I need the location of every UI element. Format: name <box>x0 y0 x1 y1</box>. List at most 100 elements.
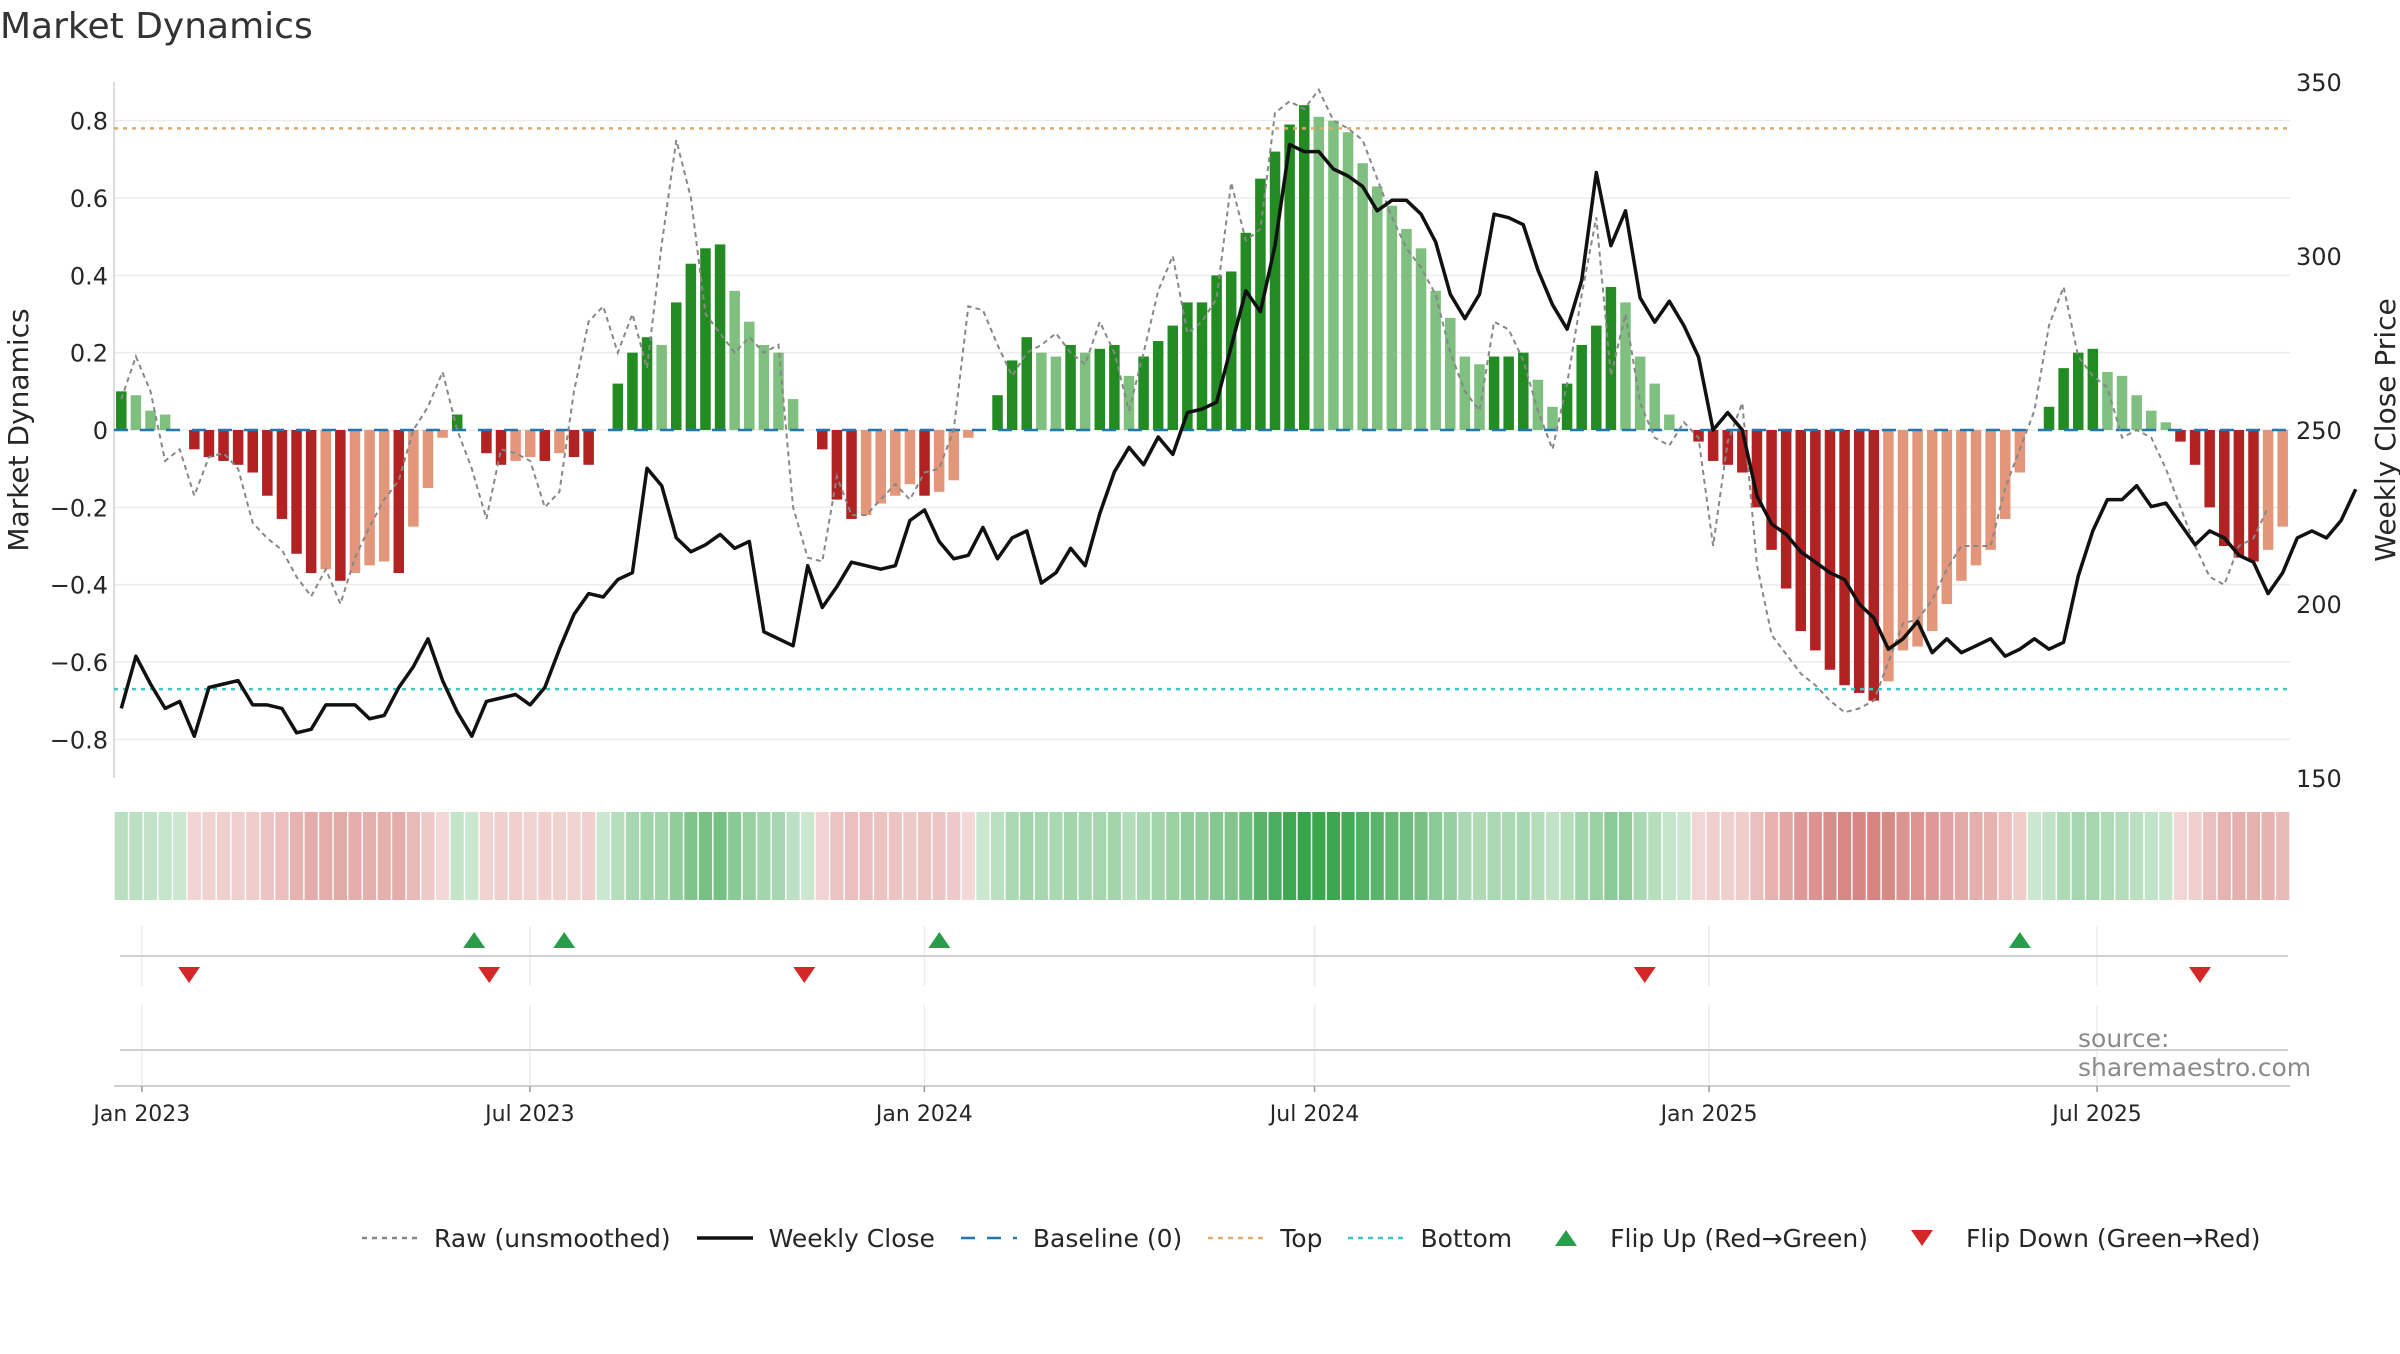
heat-strip-cell <box>932 812 946 900</box>
heat-strip-cell <box>1677 812 1691 900</box>
dynamics-bar <box>2189 430 2201 465</box>
heat-strip-cell <box>1151 812 1165 900</box>
legend-item-flip_down: Flip Down (Green→Red) <box>1892 1224 2261 1253</box>
heat-strip-cell <box>1808 812 1822 900</box>
dynamics-bar <box>1182 302 1193 430</box>
triangle-down-icon <box>1911 1230 1934 1246</box>
heat-strip-cell <box>1575 812 1589 900</box>
heat-strip-cell <box>1516 812 1530 900</box>
dynamics-bar <box>1999 430 2011 519</box>
y2-tick-label: 150 <box>2296 765 2342 793</box>
flip-down-marker <box>1633 967 1656 983</box>
dynamics-bar <box>451 414 463 430</box>
dynamics-bar <box>2058 368 2069 430</box>
flip-down-marker <box>478 967 501 983</box>
legend-item-bottom: Bottom <box>1346 1224 1512 1253</box>
heat-strip-cell <box>1604 812 1618 900</box>
dynamics-bar <box>159 414 171 430</box>
heat-strip-cell <box>1239 812 1253 900</box>
dynamics-bar <box>1357 163 1368 430</box>
heat-strip-cell <box>1487 812 1501 900</box>
heat-strip-cell <box>1180 812 1194 900</box>
heat-strip-cell <box>1925 812 1939 900</box>
dynamics-bar <box>1664 414 1675 430</box>
heat-strip-cell <box>333 812 347 900</box>
dynamics-bar <box>612 383 624 430</box>
dynamics-bar <box>1941 430 1953 604</box>
dynamics-bar <box>1328 120 1339 431</box>
dynamics-bar <box>1912 430 1923 647</box>
heat-strip-cell <box>1618 812 1633 900</box>
x-tick-label: Jan 2024 <box>874 1102 973 1127</box>
x-tick-label: Jan 2023 <box>91 1102 190 1127</box>
weekly-close-line <box>119 142 2358 738</box>
heat-strip-cell <box>2027 812 2042 900</box>
dynamics-bar <box>948 430 959 481</box>
dynamics-bar <box>1620 302 1631 430</box>
heat-strip-cell <box>961 812 975 900</box>
y-tick-label: 0.6 <box>70 185 108 213</box>
heat-strip-cell <box>202 812 216 900</box>
y-tick-label: −0.4 <box>50 572 108 600</box>
dynamics-bar <box>349 430 361 574</box>
dynamics-bar <box>1371 186 1383 430</box>
heat-strip-cell <box>801 812 815 900</box>
heat-strip-cell <box>1458 812 1472 900</box>
dynamics-bar <box>1839 430 1850 686</box>
heat-strip-cell <box>319 812 333 900</box>
dynamics-bar <box>1766 430 1777 550</box>
dynamics-bar <box>145 410 156 430</box>
dynamics-bar <box>1707 430 1719 461</box>
heat-strip-cell <box>1750 812 1764 900</box>
dynamics-bar <box>291 430 302 554</box>
y2-axis-title: Weekly Close Price <box>2369 298 2400 561</box>
heat-strip-cell <box>844 812 859 900</box>
dynamics-bar <box>1780 430 1792 589</box>
dotted-line-icon <box>362 1236 418 1240</box>
flip-up-marker <box>463 932 486 948</box>
heat-strip-cell <box>2188 812 2202 900</box>
dynamics-bar <box>262 430 273 496</box>
heat-strip-cell <box>1823 812 1837 900</box>
heat-strip-cell <box>1312 812 1326 900</box>
dynamics-bar <box>1123 375 1135 430</box>
dynamics-bar <box>1810 430 1821 651</box>
dynamics-bar <box>1021 337 1033 430</box>
heat-strip-cell <box>713 812 727 900</box>
dynamics-bar <box>744 321 755 430</box>
heat-strip-cell <box>1122 812 1136 900</box>
dynamics-bar <box>1751 430 1763 508</box>
dynamics-bar <box>1474 364 1485 430</box>
heat-strip-cell <box>2232 812 2246 900</box>
heat-strip-cell <box>655 812 669 900</box>
legend-item-raw: Raw (unsmoothed) <box>360 1224 671 1253</box>
dynamics-bar <box>1167 325 1179 430</box>
heat-strip-cell <box>187 812 201 900</box>
heat-strip-cell <box>1545 812 1560 900</box>
heat-strip-cell <box>552 812 566 900</box>
legend-item-baseline: Baseline (0) <box>959 1224 1182 1253</box>
legend-label: Weekly Close <box>768 1223 935 1253</box>
dynamics-bar <box>773 352 784 430</box>
heat-strip-cell <box>1005 812 1019 900</box>
chart-legend: Raw (unsmoothed) Weekly Close Baseline (0)… <box>360 1218 2285 1258</box>
heat-strip-cell <box>815 812 829 900</box>
heat-strip-cell <box>1838 812 1852 900</box>
heat-strip-cell <box>362 812 377 900</box>
heat-strip-cell <box>1764 812 1779 900</box>
heat-strip-cell <box>1648 812 1662 900</box>
dynamics-bar <box>656 344 667 430</box>
heat-strip-cell <box>596 812 610 900</box>
dynamics-bar <box>218 430 229 461</box>
dynamics-bar <box>524 430 536 458</box>
flip-down-marker <box>793 967 816 983</box>
legend-item-top: Top <box>1206 1224 1322 1253</box>
heat-strip-cell <box>874 812 888 900</box>
heat-strip-cell <box>143 812 158 900</box>
dynamics-bar <box>1094 348 1106 430</box>
heat-strip-cell <box>246 812 260 900</box>
dynamics-bar <box>1065 344 1076 430</box>
heat-strip-cell <box>392 812 406 900</box>
dynamics-bar <box>1342 132 1354 430</box>
y-tick-label: 0.8 <box>70 108 108 136</box>
